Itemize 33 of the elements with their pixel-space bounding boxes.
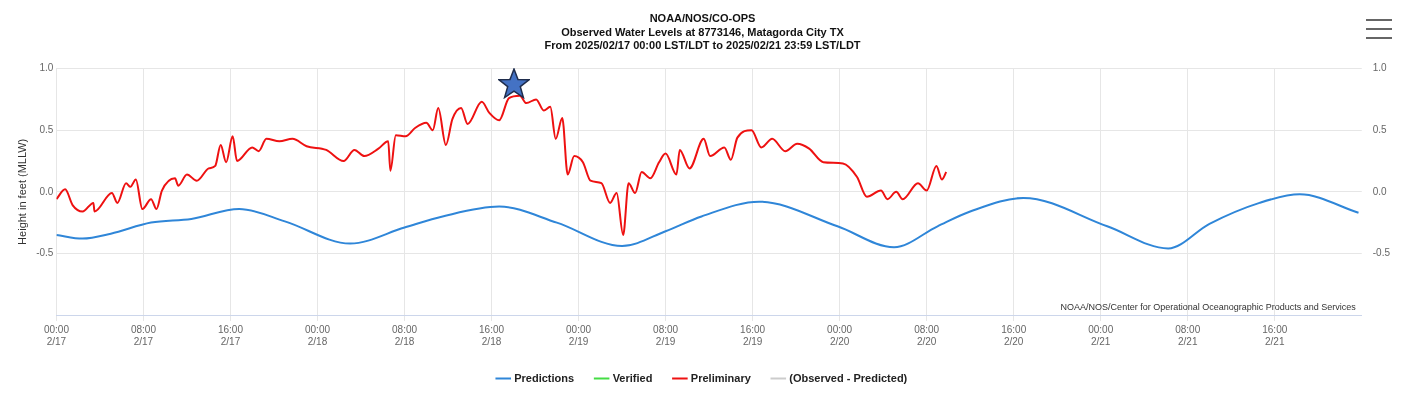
x-tick-label: 16:00 2/20: [1001, 323, 1027, 347]
x-tick-label: 00:00 2/18: [304, 323, 331, 347]
x-tick-label: 00:00 2/19: [566, 323, 592, 347]
line-series: [56, 94, 948, 236]
y-axis-title: Height in feet (MLLW): [15, 138, 28, 245]
x-tick-label: 00:00 2/20: [827, 323, 853, 347]
legend-label: (Observed - Predicted): [789, 371, 908, 384]
x-tick-label: 08:00 2/18: [392, 323, 418, 347]
x-tick-label: 00:00 2/17: [43, 323, 70, 347]
y-tick-label: 1.0: [39, 62, 54, 74]
legend-label: Verified: [612, 371, 653, 384]
legend-label: Predictions: [514, 371, 575, 384]
y-tick-label: 0.0: [39, 185, 54, 197]
x-tick-label: 16:00 2/17: [217, 323, 244, 347]
x-tick-label: 00:00 2/21: [1088, 323, 1114, 347]
x-tick-label: 16:00 2/18: [479, 323, 505, 347]
y2-tick-label: 0.5: [1372, 123, 1388, 135]
x-tick-label: 08:00 2/21: [1175, 323, 1201, 347]
legend-label: Preliminary: [690, 371, 752, 384]
y-tick-label: 0.5: [39, 123, 54, 135]
y2-tick-label: -0.5: [1372, 247, 1391, 259]
line-series: [56, 193, 1360, 250]
chart-subtitle: Observed Water Levels at 8773146, Matagorda City TX From 2025/02/17 00:00 LST/LDT to 2025/02/21 23:59 LST/LDT: [544, 25, 861, 52]
y-tick-label: -0.5: [36, 247, 54, 259]
annotation: NOAA/NOS/Center for Operational Oceanographic Products and Services: [1060, 301, 1357, 312]
x-tick-label: 08:00 2/17: [130, 323, 157, 347]
x-tick-label: 08:00 2/20: [914, 323, 940, 347]
y2-tick-label: 0.0: [1372, 185, 1388, 197]
x-tick-label: 08:00 2/19: [653, 323, 679, 347]
x-tick-label: 16:00 2/21: [1262, 323, 1288, 347]
chart-title: NOAA/NOS/CO-OPS: [649, 11, 756, 24]
x-tick-label: 16:00 2/19: [740, 323, 766, 347]
y2-tick-label: 1.0: [1372, 62, 1388, 74]
